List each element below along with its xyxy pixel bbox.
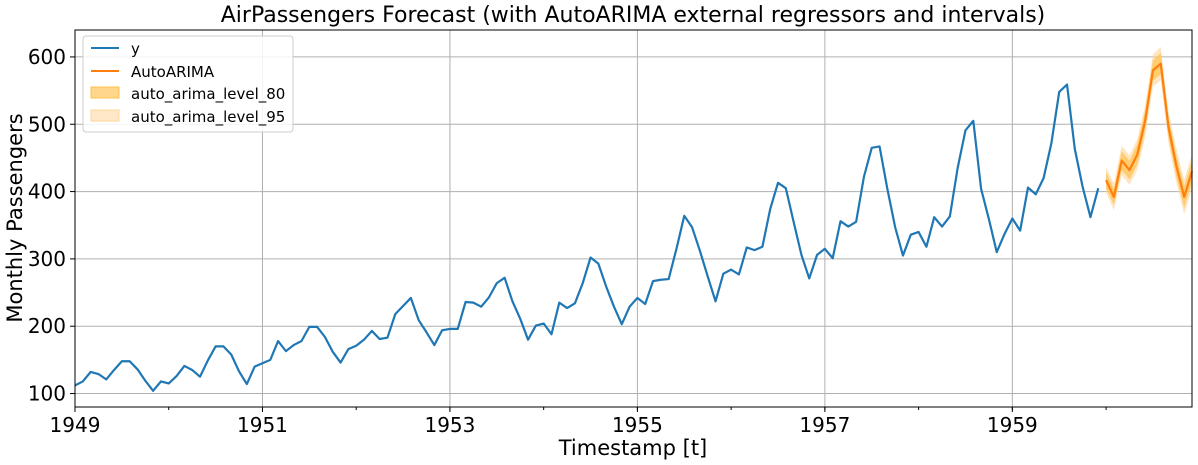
tick-labels: 1949 1951 1953 1955 1957 1959 100 200 300 400 500 6…: [28, 45, 1107, 437]
x-tick-label: 1957: [799, 413, 850, 437]
legend-swatch-level-80: [90, 86, 120, 99]
legend-box: [82, 35, 294, 133]
series-line-autoarima: [1105, 62, 1194, 199]
x-tick-label: 1949: [50, 413, 101, 437]
x-tick-label: 1955: [612, 413, 663, 437]
y-tick-label: 200: [28, 314, 66, 338]
legend-label-level-95: auto_arima_level_95: [131, 108, 285, 127]
series-line-y: [74, 83, 1100, 392]
plot-frame: [74, 29, 1193, 408]
series-lines: [74, 62, 1194, 392]
chart-title: AirPassengers Forecast (with AutoARIMA e…: [221, 3, 1046, 28]
y-tick-label: 100: [28, 382, 66, 406]
y-tick-label: 300: [28, 247, 66, 271]
x-tick-label: 1953: [424, 413, 475, 437]
legend-label-y: y: [131, 40, 140, 58]
x-tick-label: 1951: [237, 413, 288, 437]
y-tick-label: 600: [28, 45, 66, 69]
y-tick-label: 400: [28, 180, 66, 204]
y-axis-label: Monthly Passengers: [3, 113, 27, 322]
x-tick-label: 1959: [987, 413, 1038, 437]
y-tick-label: 500: [28, 112, 66, 136]
legend: y AutoARIMA auto_arima_level_80 auto_ari…: [82, 35, 294, 133]
legend-label-level-80: auto_arima_level_80: [131, 85, 285, 104]
legend-swatch-level-95: [90, 109, 120, 122]
legend-label-autoarima: AutoARIMA: [131, 63, 215, 81]
x-axis-label: Timestamp [t]: [558, 436, 708, 460]
